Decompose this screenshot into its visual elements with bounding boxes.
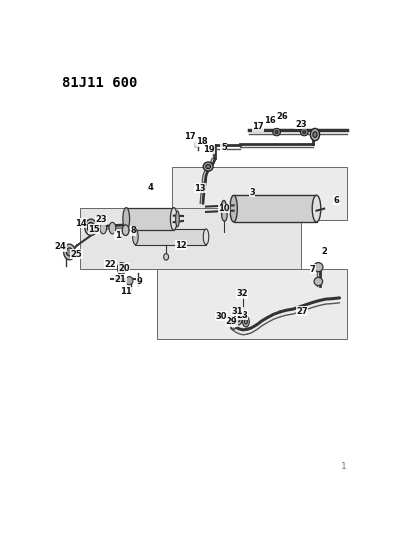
Ellipse shape <box>122 225 129 236</box>
Ellipse shape <box>176 211 179 227</box>
Text: 7: 7 <box>310 265 316 273</box>
Ellipse shape <box>234 313 242 325</box>
Text: 3: 3 <box>249 188 255 197</box>
Ellipse shape <box>123 207 129 230</box>
Text: 28: 28 <box>236 311 248 320</box>
Polygon shape <box>157 269 347 339</box>
Text: 31: 31 <box>232 307 243 316</box>
Ellipse shape <box>310 128 320 141</box>
Text: 30: 30 <box>215 312 227 321</box>
Text: 8: 8 <box>130 226 136 235</box>
Polygon shape <box>234 195 316 222</box>
Text: 23: 23 <box>95 215 107 224</box>
Text: 14: 14 <box>75 219 87 228</box>
Ellipse shape <box>230 195 237 222</box>
Ellipse shape <box>170 207 177 230</box>
Text: 18: 18 <box>196 138 208 147</box>
Text: 5: 5 <box>221 143 227 152</box>
Ellipse shape <box>313 132 317 138</box>
Text: 24: 24 <box>55 242 67 251</box>
Ellipse shape <box>312 195 321 222</box>
Text: 27: 27 <box>296 306 308 316</box>
Ellipse shape <box>242 317 249 327</box>
Text: 9: 9 <box>137 277 143 286</box>
Text: 1: 1 <box>115 231 120 240</box>
Polygon shape <box>80 207 301 269</box>
Ellipse shape <box>273 128 280 136</box>
Polygon shape <box>126 207 174 230</box>
Ellipse shape <box>133 229 138 245</box>
Ellipse shape <box>109 222 116 234</box>
Ellipse shape <box>230 319 237 329</box>
Ellipse shape <box>301 128 308 136</box>
Ellipse shape <box>206 165 211 168</box>
Ellipse shape <box>120 265 124 271</box>
Text: 1: 1 <box>341 462 347 471</box>
Ellipse shape <box>303 131 306 134</box>
Text: 13: 13 <box>194 184 206 193</box>
Ellipse shape <box>203 229 209 245</box>
Text: 20: 20 <box>118 264 130 273</box>
Text: 32: 32 <box>236 289 248 298</box>
Ellipse shape <box>67 248 72 256</box>
Text: 26: 26 <box>277 111 289 120</box>
Ellipse shape <box>222 209 227 221</box>
Text: 29: 29 <box>226 317 237 326</box>
Ellipse shape <box>244 319 248 324</box>
Ellipse shape <box>203 162 213 171</box>
Text: 23: 23 <box>295 120 307 129</box>
Ellipse shape <box>64 244 75 260</box>
Text: 17: 17 <box>184 132 196 141</box>
Text: 16: 16 <box>264 116 276 125</box>
Ellipse shape <box>87 222 95 232</box>
Text: 21: 21 <box>115 274 127 284</box>
Ellipse shape <box>275 131 278 134</box>
Text: 6: 6 <box>333 196 339 205</box>
Text: 81J11 600: 81J11 600 <box>62 76 137 90</box>
Ellipse shape <box>85 219 97 236</box>
Ellipse shape <box>100 222 107 234</box>
Text: 25: 25 <box>70 250 82 259</box>
Text: 17: 17 <box>252 122 264 131</box>
Text: 4: 4 <box>147 183 153 192</box>
Polygon shape <box>172 166 347 220</box>
Text: 11: 11 <box>120 287 132 296</box>
Ellipse shape <box>314 277 323 286</box>
Polygon shape <box>135 229 206 245</box>
Ellipse shape <box>126 277 133 285</box>
Ellipse shape <box>221 200 227 217</box>
Ellipse shape <box>236 317 240 322</box>
Text: 22: 22 <box>105 260 116 269</box>
Ellipse shape <box>314 263 323 272</box>
Text: 10: 10 <box>218 204 230 213</box>
Ellipse shape <box>117 263 126 274</box>
Text: 19: 19 <box>203 145 214 154</box>
Ellipse shape <box>164 254 169 260</box>
Text: 2: 2 <box>321 247 327 256</box>
Text: 15: 15 <box>88 225 100 234</box>
Text: 12: 12 <box>175 241 187 250</box>
